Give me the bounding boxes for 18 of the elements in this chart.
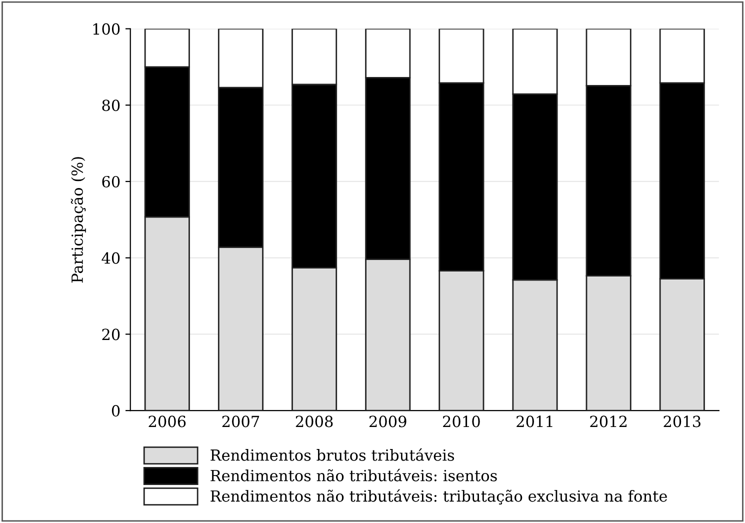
y-axis-title: Participação (%) <box>70 157 86 283</box>
x-tick-label: 2010 <box>443 416 480 428</box>
y-tick-label: 40 <box>102 252 120 264</box>
x-tick-label: 2006 <box>148 416 186 428</box>
x-tick-label: 2012 <box>590 416 627 428</box>
y-tick-label: 20 <box>102 328 120 340</box>
y-tick-label: 0 <box>112 405 120 417</box>
x-tick-label: 2008 <box>296 416 333 428</box>
x-tick-label: 2011 <box>516 416 552 428</box>
x-tick-label: 2013 <box>664 416 700 428</box>
x-tick-label: 2009 <box>369 416 406 428</box>
y-tick-label: 60 <box>102 176 120 188</box>
y-tick-label: 100 <box>93 23 120 35</box>
x-tick-label: 2007 <box>222 416 260 428</box>
legend-label: Rendimentos não tributáveis: tributação exclusiva na fonte <box>210 489 667 505</box>
y-tick-label: 80 <box>102 100 120 112</box>
legend-label: Rendimentos não tributáveis: isentos <box>210 468 497 482</box>
legend-label: Rendimentos brutos tributáveis <box>210 448 454 461</box>
